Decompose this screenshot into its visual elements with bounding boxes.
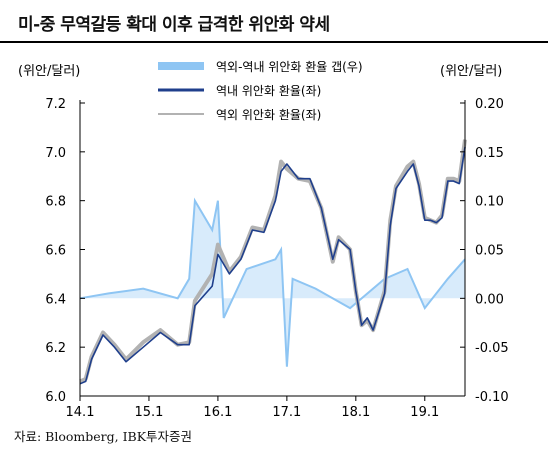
y-right-ticks: 0.20 0.15 0.10 0.05 0.00 -0.05 -0.10 [460,97,509,405]
gap-series-line [79,197,466,367]
y-left-tick-label: 7.2 [45,97,66,112]
y-right-tick-label: -0.10 [475,390,509,405]
y-right-tick-label: 0.15 [475,146,504,161]
y-left-tick-label: 6.4 [45,292,66,307]
y-right-tick-label: 0.20 [475,97,504,112]
y-right-tick-label: -0.05 [475,341,509,356]
y-left-tick-label: 6.2 [45,341,66,356]
y-right-axis-label: (위안/달러) [440,64,502,79]
y-left-tick-label: 6.6 [45,244,66,259]
gap-series [79,197,466,367]
x-ticks: 14.1 15.1 16.1 17.1 18.1 19.1 [66,396,439,420]
y-left-tick-label: 7.0 [45,146,66,161]
y-left-axis-label: (위안/달러) [18,64,80,79]
onshore-series [79,146,466,385]
y-left-tick-label: 6.0 [45,390,66,405]
title-divider [0,41,548,43]
legend-label-gap: 역외-역내 위안화 환율 갭(우) [216,60,363,74]
x-tick-label: 16.1 [203,405,232,420]
gap-series-area [80,200,465,367]
y-left-ticks: 7.2 7.0 6.8 6.6 6.4 6.2 6.0 [45,97,85,405]
y-right-tick-label: 0.05 [475,244,504,259]
onshore-series-line [79,146,466,385]
x-tick-label: 19.1 [410,405,439,420]
legend-label-offshore: 역외 위안화 환율(좌) [216,108,321,122]
x-tick-label: 18.1 [341,405,370,420]
source-note: 자료: Bloomberg, IBK투자증권 [14,429,193,444]
x-tick-label: 17.1 [272,405,301,420]
y-left-tick-label: 6.8 [45,195,66,210]
chart: (위안/달러) (위안/달러) 7.2 7.0 6.8 6.6 6.4 6.2 6.0 0.… [18,60,509,420]
y-right-tick-label: 0.00 [475,292,504,307]
x-tick-label: 14.1 [66,405,95,420]
y-right-tick-label: 0.10 [475,195,504,210]
chart-title: 미-중 무역갈등 확대 이후 급격한 위안화 약세 [18,15,330,35]
x-tick-label: 15.1 [134,405,163,420]
legend-swatch-gap [158,62,204,70]
legend-label-onshore: 역내 위안화 환율(좌) [216,84,321,98]
legend: 역외-역내 위안화 환율 갭(우) 역내 위안화 환율(좌) 역외 위안화 환율… [158,60,363,122]
